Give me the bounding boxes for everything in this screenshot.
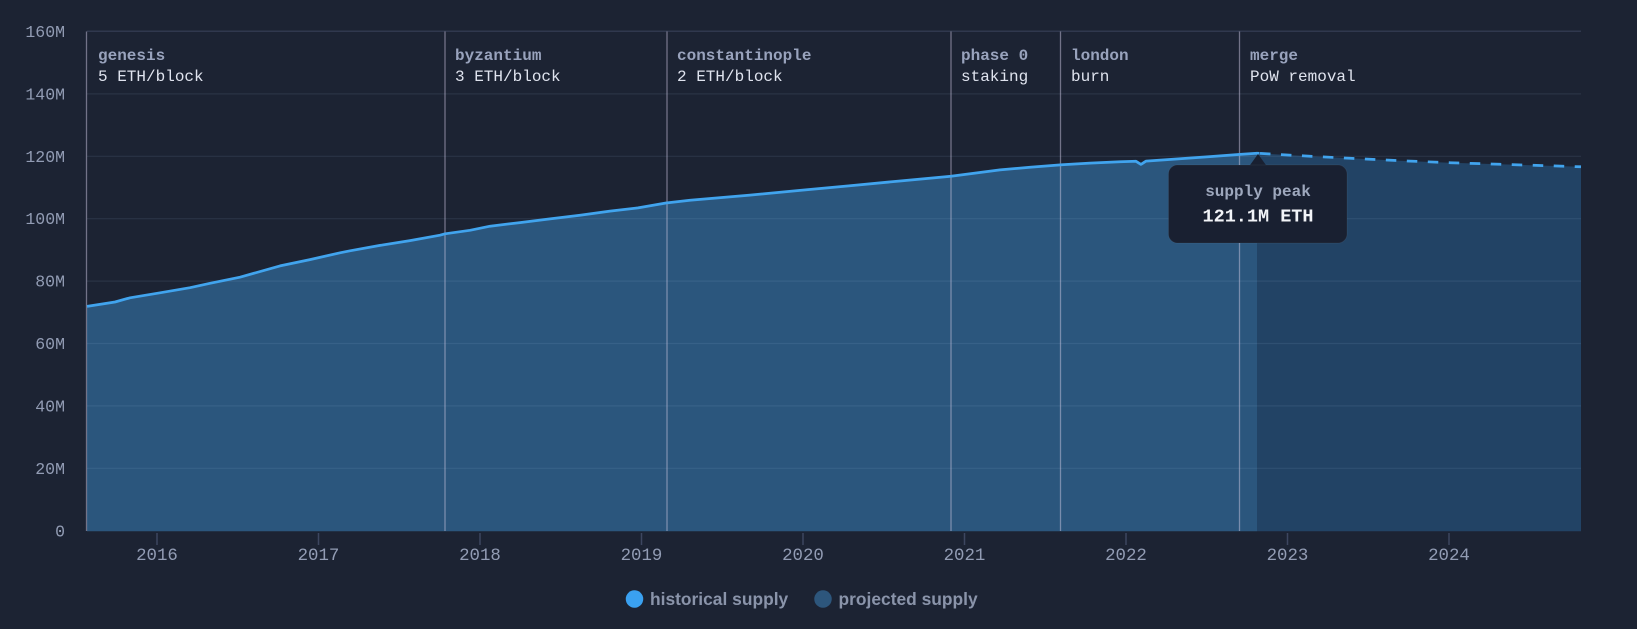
svg-text:PoW removal: PoW removal [1250,68,1356,86]
svg-text:genesis: genesis [98,47,165,65]
svg-text:supply peak: supply peak [1205,183,1311,201]
svg-text:2017: 2017 [298,547,340,566]
svg-text:3 ETH/block: 3 ETH/block [455,68,561,86]
svg-text:phase 0: phase 0 [961,47,1028,65]
svg-text:20M: 20M [35,460,65,479]
svg-text:2020: 2020 [782,547,824,566]
svg-text:160M: 160M [25,23,65,42]
svg-text:2022: 2022 [1105,547,1147,566]
svg-text:100M: 100M [25,210,65,229]
svg-text:historical supply: historical supply [650,589,789,609]
svg-text:constantinople: constantinople [677,47,811,65]
svg-text:2024: 2024 [1428,547,1470,566]
svg-text:120M: 120M [25,148,65,167]
svg-text:2021: 2021 [944,547,986,566]
svg-text:merge: merge [1250,47,1298,65]
svg-text:projected supply: projected supply [839,589,978,609]
svg-text:2023: 2023 [1267,547,1309,566]
svg-text:2 ETH/block: 2 ETH/block [677,68,783,86]
svg-text:byzantium: byzantium [455,47,542,65]
svg-text:0: 0 [55,523,65,542]
svg-text:2019: 2019 [621,547,663,566]
svg-text:40M: 40M [35,397,65,416]
svg-text:burn: burn [1071,68,1109,86]
svg-text:140M: 140M [25,85,65,104]
svg-text:london: london [1071,47,1129,65]
svg-text:80M: 80M [35,273,65,292]
svg-text:121.1M ETH: 121.1M ETH [1202,207,1313,228]
svg-text:2016: 2016 [136,547,178,566]
svg-text:5 ETH/block: 5 ETH/block [98,68,204,86]
svg-text:60M: 60M [35,335,65,354]
svg-text:2018: 2018 [459,547,501,566]
svg-text:staking: staking [961,68,1028,86]
